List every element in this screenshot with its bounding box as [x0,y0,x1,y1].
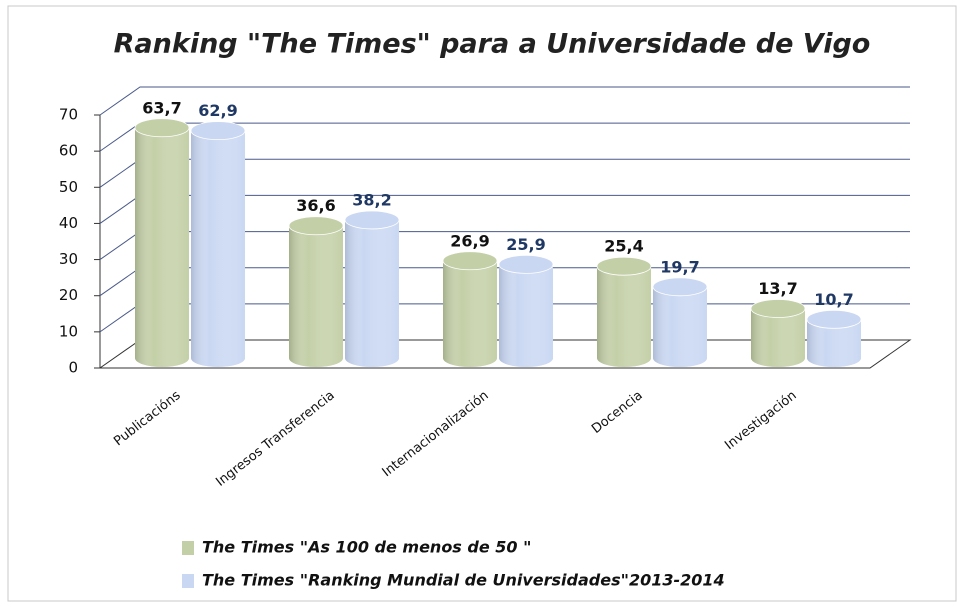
data-label: 25,9 [506,235,545,254]
cylinder-shade [807,319,861,367]
legend-label: The Times "Ranking Mundial de Universida… [202,571,725,590]
cylinder-shade [751,308,805,367]
bar [190,121,246,367]
bar [442,251,498,367]
y-tick-label: 10 [59,322,78,340]
cylinder-top [498,254,554,274]
y-tick-label: 60 [59,142,78,160]
data-label: 38,2 [352,190,391,209]
y-tick-label: 20 [59,286,78,304]
cylinder-shade [597,266,651,367]
cylinder-shade [443,260,497,367]
cylinder-top [344,210,400,230]
chart-title: Ranking "The Times" para a Universidade … [114,29,871,60]
data-label: 63,7 [142,98,181,117]
data-label: 26,9 [450,231,489,250]
data-label: 13,7 [758,279,797,298]
bar [806,309,862,367]
cylinder-top [190,121,246,141]
bar [344,210,400,367]
y-tick-label: 50 [59,178,78,196]
bar [288,216,344,367]
cylinder-shade [499,264,553,367]
legend-label: The Times "As 100 de menos de 50 " [202,538,531,557]
cylinder-shade [289,225,343,367]
legend-swatch [182,541,194,555]
y-tick-label: 0 [68,359,78,377]
cylinder-shade [345,219,399,367]
cylinder-shade [653,286,707,367]
y-tick-label: 70 [59,106,78,124]
cylinder-shade [191,130,245,367]
cylinder-shade [135,127,189,368]
cylinder-top [442,251,498,271]
cylinder-top [288,216,344,236]
bar [498,254,554,367]
data-label: 62,9 [198,101,237,120]
data-label: 25,4 [604,237,643,256]
bar [750,299,806,367]
cylinder-top [652,277,708,297]
data-label: 36,6 [296,196,335,215]
bar [652,277,708,367]
grid-line [99,86,910,116]
legend-swatch [182,574,194,588]
cylinder-top [596,256,652,276]
bar [134,118,190,368]
cylinder-top [806,309,862,329]
data-label: 19,7 [660,257,699,276]
y-tick-label: 40 [59,214,78,232]
y-tick-label: 30 [59,250,78,268]
cylinder-top [750,299,806,318]
cylinder-top [134,118,190,138]
data-label: 10,7 [814,290,853,309]
bar [596,256,652,367]
